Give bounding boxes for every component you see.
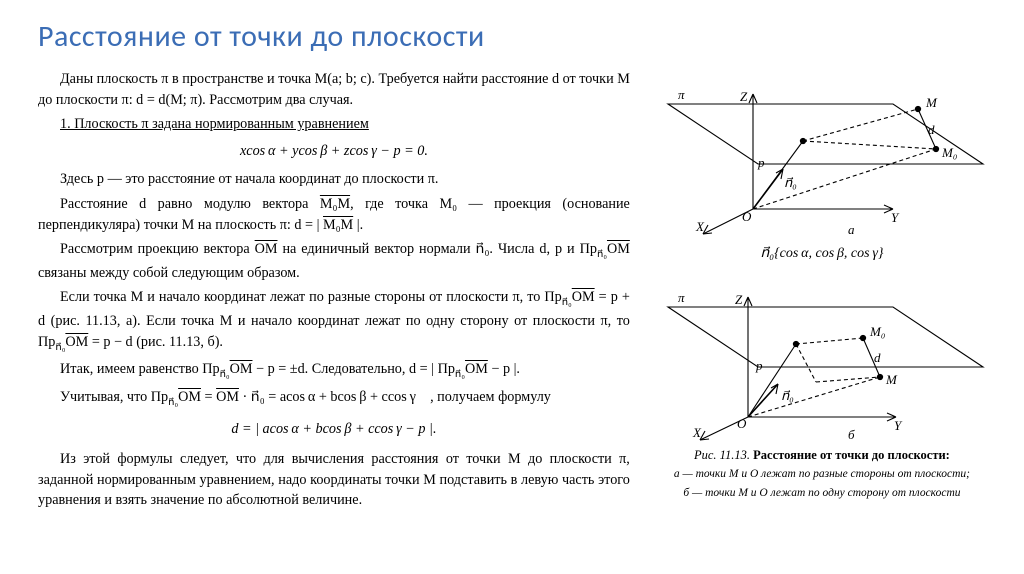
caption-line-a: a — точки M и O лежат по разные стороны … xyxy=(674,468,970,480)
label-d-a: d xyxy=(928,122,935,137)
p6c: = p − d (рис. 11.13, б). xyxy=(88,334,223,350)
label-o-b: O xyxy=(737,416,747,431)
diagram-a: π Z Y X O M M₀ d p n⃗₀ a xyxy=(648,69,996,239)
sub-n0-5: n⃗₀ xyxy=(455,369,465,380)
p8c: · n⃗₀ = acos α + bcos β + ccos γ , получ… xyxy=(239,389,551,405)
label-d-b: d xyxy=(874,350,881,365)
p5c: связаны между собой следующим образом. xyxy=(38,265,300,281)
sub-n0-6: n⃗₀ xyxy=(168,397,178,408)
caption-line-b: б — точки M и O лежат по одну сторону от… xyxy=(683,487,960,499)
p5b: на единичный вектор нормали n⃗₀. Числа d… xyxy=(278,241,597,257)
sub-n0: n⃗₀ xyxy=(597,249,607,260)
label-y-a: Y xyxy=(891,210,900,225)
diagram-a-svg: π Z Y X O M M₀ d p n⃗₀ a xyxy=(648,69,988,239)
para-projection: Рассмотрим проекцию вектора OM на единич… xyxy=(38,239,630,283)
vector-components: n⃗₀{cos α, cos β, cos γ} xyxy=(648,245,996,262)
para-intro: Даны плоскость π в пространстве и точка … xyxy=(38,69,630,110)
diagram-b: π Z Y X O M₀ M d p n⃗₀ б xyxy=(648,272,996,442)
label-m0-b: M₀ xyxy=(869,324,885,339)
figure-column: π Z Y X O M M₀ d p n⃗₀ a n⃗₀{cos α, cos … xyxy=(648,69,996,515)
sub-n0-4: n⃗₀ xyxy=(220,369,230,380)
p8a: Учитывая, что Пр xyxy=(60,389,168,405)
p7a: Итак, имеем равенство Пр xyxy=(60,361,220,377)
label-m-b: M xyxy=(885,372,898,387)
label-n0-a: n⃗₀ xyxy=(784,175,797,190)
diagram-b-svg: π Z Y X O M₀ M d p n⃗₀ б xyxy=(648,272,988,442)
sub-n0-2: n⃗₀ xyxy=(562,297,572,308)
vec-m0m-2: M₀M xyxy=(323,217,353,233)
vec-om-5: OM xyxy=(230,361,253,377)
label-pi-a: π xyxy=(678,87,685,102)
label-x-b: X xyxy=(692,425,702,440)
two-column-layout: Даны плоскость π в пространстве и точка … xyxy=(38,69,996,515)
label-z-b: Z xyxy=(735,292,743,307)
vec-om-8: OM xyxy=(216,389,239,405)
label-p-a: p xyxy=(757,155,765,170)
label-n0-b: n⃗₀ xyxy=(781,388,794,403)
equation-normalized: xcos α + ycos β + zcos γ − p = 0. xyxy=(38,141,630,162)
para-substitute: Учитывая, что Прn⃗₀OM = OM · n⃗₀ = acos … xyxy=(38,387,630,411)
p7c: − p |. xyxy=(488,361,520,377)
para-conclusion: Из этой формулы следует, что для вычисле… xyxy=(38,449,630,511)
figure-caption: Рис. 11.13. Расстояние от точки до плоск… xyxy=(648,446,996,501)
para-case1: 1. Плоскость π задана нормированным урав… xyxy=(38,114,630,135)
vec-om: OM xyxy=(255,241,278,257)
label-z-a: Z xyxy=(740,89,748,104)
label-y-b: Y xyxy=(894,418,903,433)
label-x-a: X xyxy=(695,219,705,234)
main-formula: d = | acos α + bcos β + ccos γ − p |. xyxy=(38,419,630,440)
p6a: Если точка M и начало координат лежат по… xyxy=(60,289,562,305)
p8b: = xyxy=(201,389,216,405)
label-m0-a: M₀ xyxy=(941,145,957,160)
vec-m0m: M₀M xyxy=(320,196,350,212)
p7b: − p = ±d. Следовательно, d = | Пр xyxy=(253,361,455,377)
case1-text: 1. Плоскость π задана нормированным урав… xyxy=(60,116,369,132)
caption-title: Расстояние от точки до плоскости: xyxy=(753,448,950,462)
label-o-a: O xyxy=(742,209,752,224)
label-pi-b: π xyxy=(678,290,685,305)
p4c: |. xyxy=(353,217,363,233)
label-tag-b: б xyxy=(848,427,855,442)
vec-om-2: OM xyxy=(607,241,630,257)
vec-om-7: OM xyxy=(178,389,201,405)
p4a: Расстояние d равно модулю вектора xyxy=(60,196,320,212)
para-cases: Если точка M и начало координат лежат по… xyxy=(38,287,630,355)
vec-om-3: OM xyxy=(572,289,595,305)
para-distance-vec: Расстояние d равно модулю вектора M₀M, г… xyxy=(38,194,630,235)
p5a: Рассмотрим проекцию вектора xyxy=(60,241,255,257)
sub-n0-3: n⃗₀ xyxy=(55,341,65,352)
para-p-def: Здесь p — это расстояние от начала коорд… xyxy=(38,169,630,190)
para-equality: Итак, имеем равенство Прn⃗₀OM − p = ±d. … xyxy=(38,359,630,383)
label-m-a: M xyxy=(925,95,938,110)
vec-om-4: OM xyxy=(65,334,88,350)
label-tag-a: a xyxy=(848,222,855,237)
vec-om-6: OM xyxy=(465,361,488,377)
page-title: Расстояние от точки до плоскости xyxy=(38,18,996,55)
text-column: Даны плоскость π в пространстве и точка … xyxy=(38,69,630,515)
caption-ref: Рис. 11.13. xyxy=(694,448,753,462)
label-p-b: p xyxy=(755,358,763,373)
